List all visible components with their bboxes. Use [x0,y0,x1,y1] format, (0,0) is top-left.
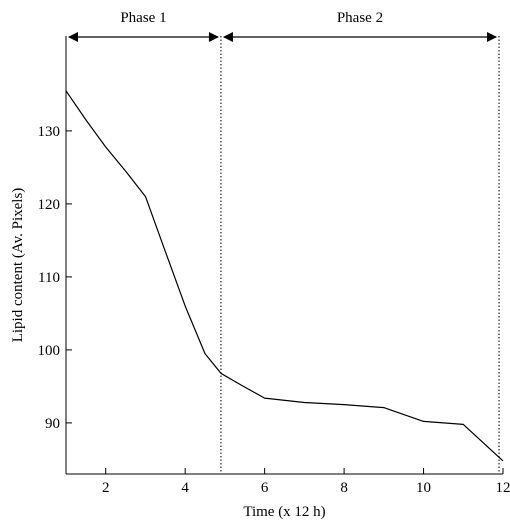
x-tick-label: 10 [416,480,431,496]
x-tick-label: 4 [181,480,189,496]
series-group [65,90,504,462]
y-tick-label: 100 [38,343,61,359]
x-tick-label: 8 [340,480,348,496]
y-tick-label: 90 [45,416,60,432]
x-tick-label: 6 [261,480,269,496]
phase-annotations: Phase 1 Phase 2 [68,10,498,42]
data-line [65,90,504,462]
phase-boundaries [220,36,500,474]
y-tick-label: 130 [38,124,61,140]
phase-label: Phase 1 [120,10,166,26]
y-tick-label: 120 [38,197,61,213]
axes [65,36,503,475]
x-tick-label: 12 [496,480,510,496]
y-tick-label: 110 [38,270,60,286]
x-tick-label: 2 [102,480,110,496]
phase-label: Phase 2 [337,10,383,26]
y-axis-title: Lipid content (Av. Pixels) [10,188,26,343]
x-axis-title: Time (x 12 h) [243,504,325,520]
ticks-group: 2 4 6 8 10 12 90 100 110 120 130 [38,124,510,496]
